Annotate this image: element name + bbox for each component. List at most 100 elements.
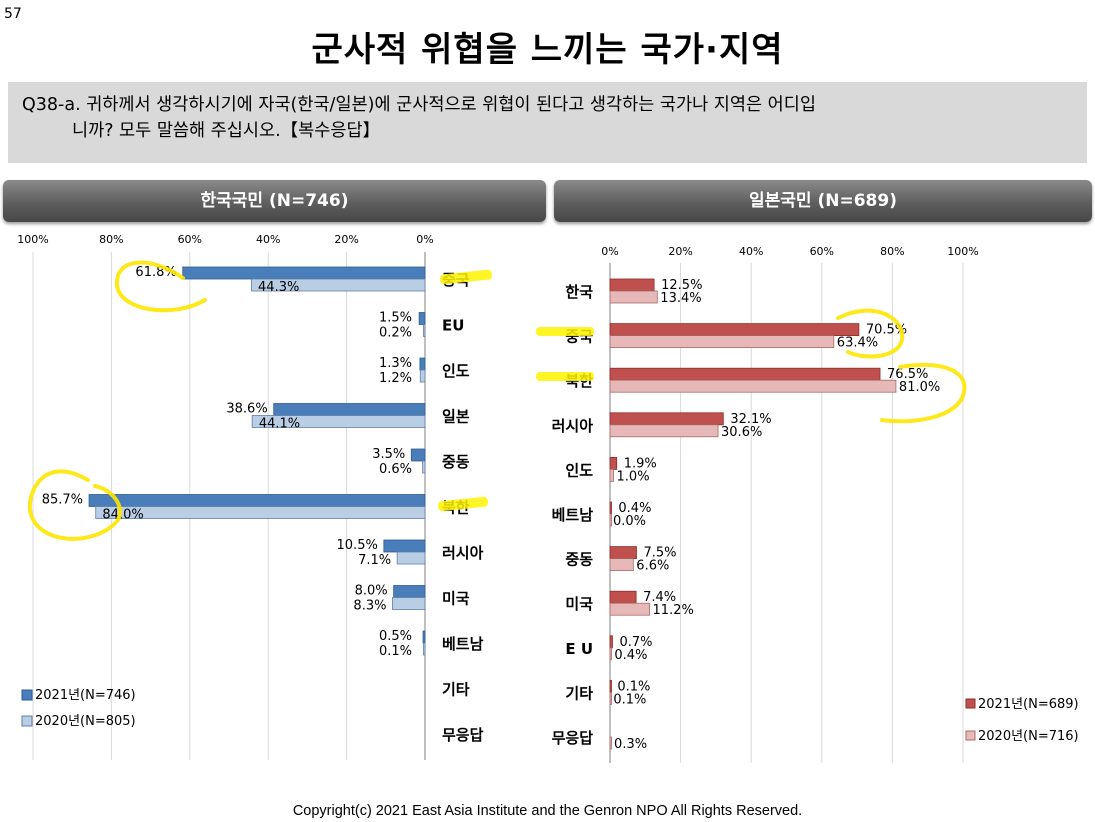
japan-bar-2021 — [609, 590, 637, 604]
highlighter-circle — [27, 469, 122, 541]
korea-category-label: 일본 — [442, 408, 470, 426]
japan-legend-swatch — [965, 698, 976, 709]
japan-bar-2021 — [609, 456, 618, 470]
japan-label-2020: 11.2% — [653, 603, 694, 618]
question-line-2: 니까? 모두 말씀해 주십시오.【복수응답】 — [72, 121, 381, 141]
japan-tick-label: 40% — [739, 245, 763, 258]
japan-label-2020: 30.6% — [721, 425, 762, 440]
highlighter-circle — [880, 362, 967, 424]
korea-bar-2020 — [423, 324, 426, 337]
korea-label-2020: 7.1% — [358, 553, 391, 568]
korea-bar-2020 — [396, 551, 426, 565]
korea-category-label: 무응답 — [442, 726, 484, 744]
japan-label-2020: 0.3% — [614, 737, 647, 752]
korea-label-2020: 0.2% — [379, 326, 412, 341]
korea-label-2021: 3.5% — [372, 447, 405, 462]
korea-label-2021: 0.5% — [379, 629, 412, 644]
korea-bar-2021 — [383, 539, 426, 553]
japan-label-2020: 63.4% — [837, 336, 878, 351]
korea-legend-label: 2020년(N=805) — [35, 714, 136, 729]
korea-label-2021: 38.6% — [226, 402, 267, 417]
korea-tick-label: 100% — [17, 233, 48, 246]
korea-label-2020: 8.3% — [353, 599, 386, 614]
korea-legend-swatch — [21, 689, 33, 701]
korea-category-label: 베트남 — [442, 635, 484, 653]
japan-category-label: 중동 — [565, 551, 593, 569]
korea-label-2020: 84.0% — [102, 508, 143, 523]
japan-category-label: 러시아 — [552, 417, 594, 435]
highlighter-annotations — [27, 260, 967, 541]
highlighter-circle — [114, 260, 207, 313]
japan-bar-2020 — [609, 647, 612, 661]
japan-chart: 0% 20% 40% 60% 80% 100%한국 12.5%13.4%중국 70.5%63.… — [552, 245, 1079, 763]
korea-bar-2020 — [422, 460, 426, 474]
korea-bar-2020 — [392, 597, 426, 610]
japan-category-label: 미국 — [565, 595, 593, 613]
japan-panel-header: 일본국민 (N=689) — [554, 180, 1092, 222]
japan-bar-2021 — [609, 680, 612, 693]
japan-tick-label: 100% — [947, 245, 978, 258]
japan-label-2021: 0.7% — [619, 635, 652, 650]
korea-tick-label: 40% — [256, 233, 280, 246]
japan-label-2021: 7.4% — [643, 590, 676, 605]
korea-label-2020: 1.2% — [379, 371, 412, 386]
korea-category-label: EU — [442, 317, 464, 335]
japan-label-2021: 0.1% — [617, 679, 650, 694]
japan-category-label: 기타 — [565, 684, 593, 702]
japan-bar-2020 — [609, 468, 614, 482]
korea-bar-2021 — [418, 312, 426, 325]
japan-category-label: 한국 — [565, 283, 593, 301]
japan-bar-2020 — [609, 602, 650, 616]
korea-bar-2021 — [419, 357, 426, 371]
highlighter-mark — [536, 327, 594, 336]
japan-label-2020: 1.0% — [617, 469, 650, 484]
korea-tick-label: 20% — [334, 233, 358, 246]
japan-bar-2021 — [609, 367, 881, 381]
korea-tick-label: 0% — [416, 233, 433, 246]
japan-bar-2020 — [609, 513, 612, 527]
japan-bar-2021 — [609, 501, 612, 515]
japan-tick-label: 60% — [810, 245, 834, 258]
japan-label-2020: 81.0% — [899, 380, 940, 395]
korea-category-label: 미국 — [442, 590, 470, 608]
japan-bar-2020 — [609, 335, 835, 349]
japan-bar-2020 — [609, 692, 612, 705]
japan-label-2021: 32.1% — [730, 412, 771, 427]
japan-bar-2021 — [609, 278, 655, 292]
korea-tick-label: 60% — [178, 233, 202, 246]
japan-legend-label: 2021년(N=689) — [978, 697, 1079, 712]
japan-bar-2021 — [609, 546, 637, 559]
korea-bar-2021 — [393, 585, 426, 598]
japan-tick-label: 80% — [880, 245, 904, 258]
japan-tick-label: 0% — [601, 245, 618, 258]
japan-label-2021: 70.5% — [866, 323, 907, 338]
korea-bar-2021 — [422, 630, 426, 644]
korea-bar-2020 — [250, 278, 426, 292]
korea-category-label: 러시아 — [442, 544, 484, 562]
korea-bar-2020 — [423, 642, 426, 656]
japan-category-label: 베트남 — [552, 506, 594, 524]
korea-bar-2021 — [88, 494, 426, 507]
japan-bar-2020 — [609, 290, 658, 304]
korea-label-2021: 1.5% — [379, 311, 412, 326]
japan-label-2021: 0.4% — [618, 501, 651, 516]
korea-bar-2021 — [182, 266, 426, 280]
japan-label-2020: 0.1% — [613, 692, 646, 707]
japan-category-label: 인도 — [565, 461, 593, 479]
korea-legend-label: 2021년(N=746) — [35, 688, 136, 703]
japan-bar-2021 — [609, 635, 613, 649]
korea-bar-2020 — [251, 415, 426, 428]
korea-bar-2021 — [273, 403, 426, 416]
korea-category-label: 인도 — [442, 362, 470, 380]
japan-bar-2020 — [609, 424, 719, 438]
korea-label-2021: 1.3% — [379, 356, 412, 371]
korea-label-2020: 44.3% — [258, 280, 299, 295]
japan-legend-label: 2020년(N=716) — [978, 729, 1079, 744]
japan-bar-2020 — [609, 379, 897, 393]
page-title: 군사적 위협을 느끼는 국가·지역 — [311, 30, 784, 70]
japan-label-2021: 7.5% — [643, 546, 676, 561]
japan-category-label: 무응답 — [552, 729, 594, 747]
korea-bar-2020 — [419, 369, 426, 383]
japan-label-2021: 12.5% — [661, 278, 702, 293]
